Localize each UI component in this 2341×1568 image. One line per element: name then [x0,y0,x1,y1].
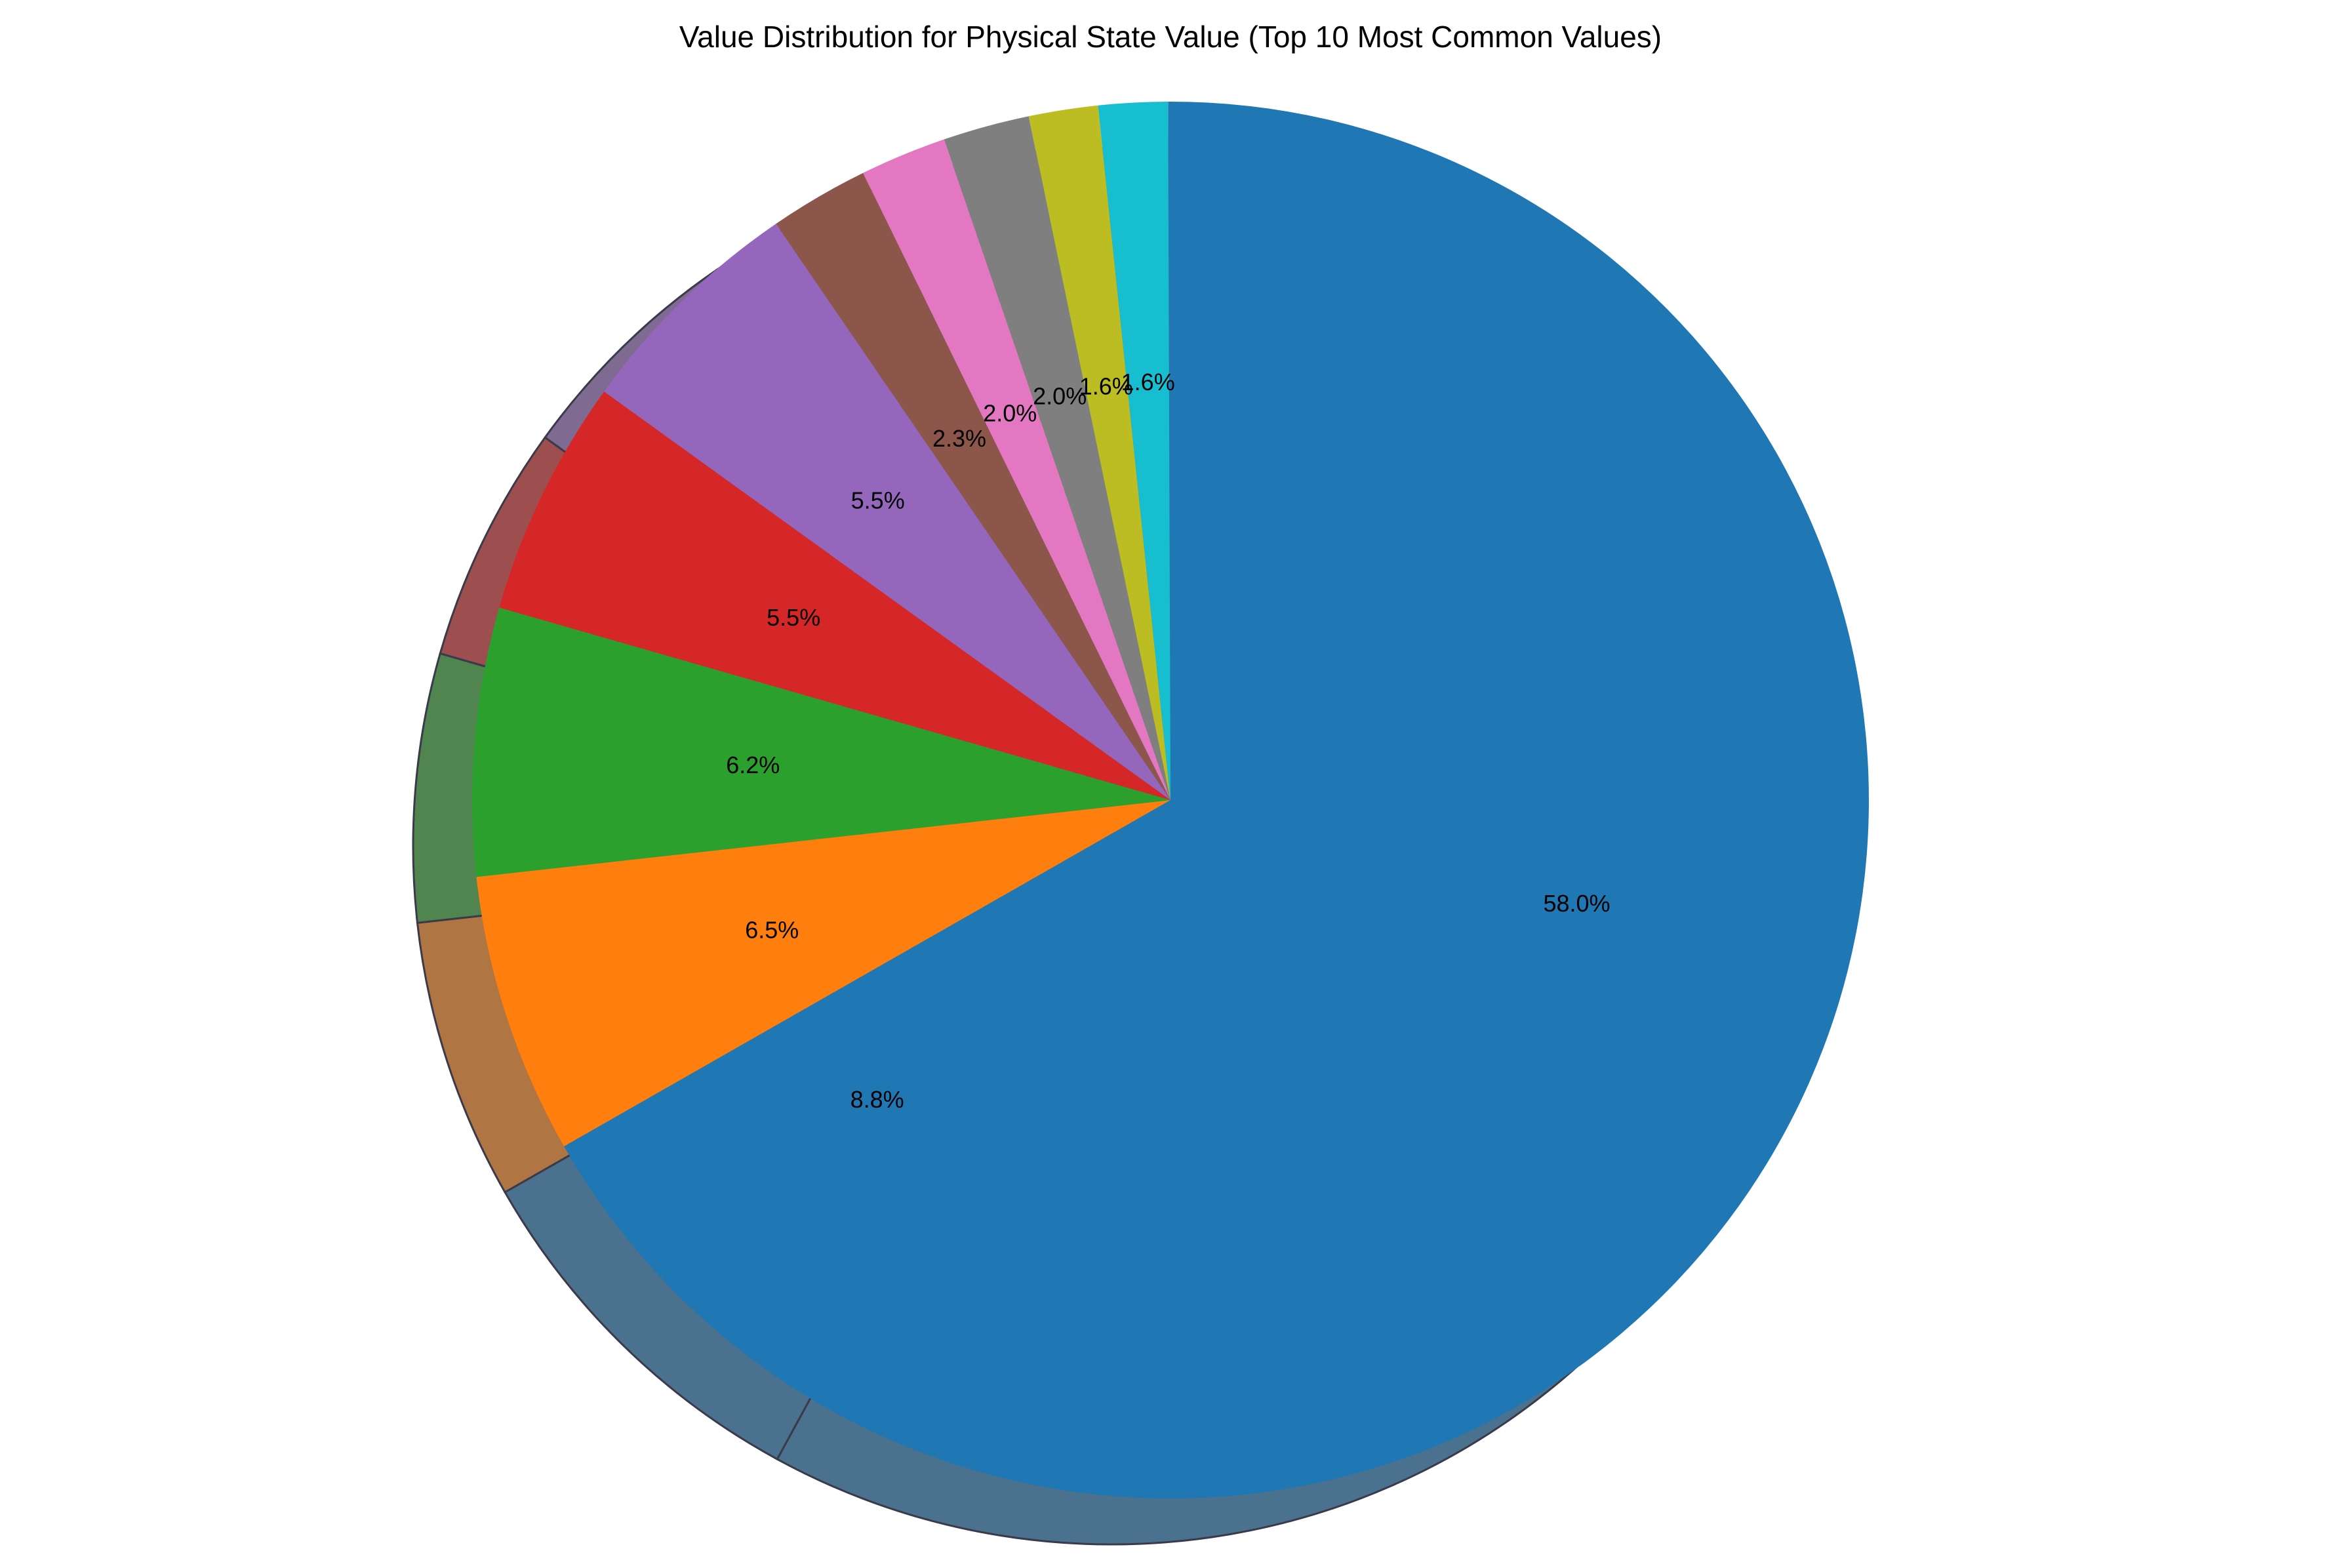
pie-slice [476,800,1170,1146]
pie-slice [944,116,1170,801]
pie-slice [471,607,1170,877]
pie-slices [471,102,1870,1499]
pie-slice-label: 1.6% [1121,369,1175,395]
pie-slice-label: 6.5% [745,917,799,944]
pie-slice-label: 58.0% [1543,890,1610,917]
pie-labels: 58.0%8.8%6.5%6.2%5.5%5.5%2.3%2.0%2.0%1.6… [726,369,1610,1113]
pie-slice [1098,102,1170,800]
pie-slice-label: 1.6% [1079,373,1133,400]
pie-slice-label: 2.0% [1033,383,1087,410]
pie-slice [863,139,1170,801]
pie-slice-label: 8.8% [850,1086,904,1113]
pie-slice [499,392,1170,800]
pie-slice [776,172,1170,800]
pie-slice-label: 6.2% [726,752,780,778]
chart-title: Value Distribution for Physical State Va… [679,20,1662,54]
pie-slice-label: 5.5% [767,604,820,631]
pie-slice [1028,105,1170,800]
pie-slice [836,102,1870,1499]
pie-slice [604,224,1170,800]
pie-slice [564,800,1170,1414]
pie-slice-label: 2.0% [983,400,1037,427]
pie-slice-label: 2.3% [932,425,986,452]
pie-slice-label: 5.5% [851,487,905,514]
